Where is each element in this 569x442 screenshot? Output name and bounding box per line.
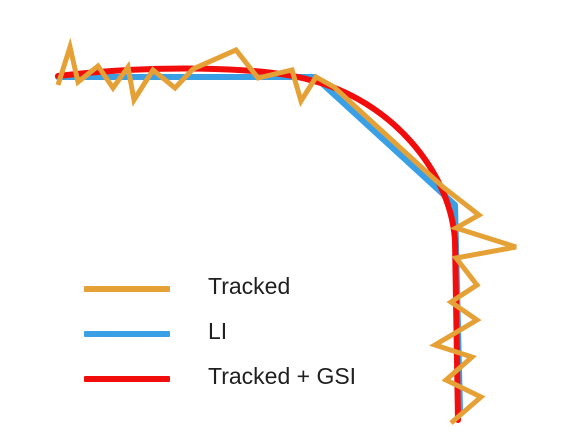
- legend-swatch-tracked-gsi: [84, 376, 170, 382]
- legend-item-tracked-gsi: Tracked + GSI: [84, 358, 404, 403]
- legend-swatch-li: [84, 331, 170, 337]
- legend-item-li: LI: [84, 313, 404, 358]
- legend-item-tracked: Tracked: [84, 268, 404, 313]
- legend-label-tracked: Tracked: [208, 273, 291, 299]
- legend-swatch-tracked: [84, 286, 170, 292]
- legend-label-tracked-gsi: Tracked + GSI: [208, 363, 357, 389]
- legend-label-li: LI: [208, 318, 228, 344]
- legend: Tracked LI Tracked + GSI: [84, 268, 404, 403]
- tracked-path: [55, 37, 517, 425]
